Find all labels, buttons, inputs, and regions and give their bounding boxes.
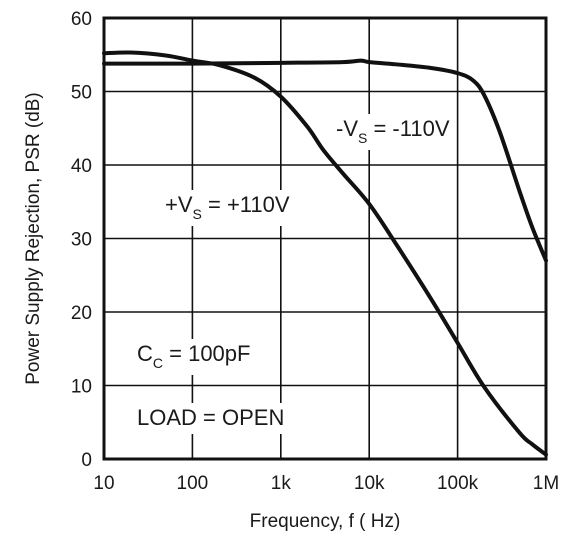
y-tick-label: 0 bbox=[81, 450, 92, 471]
x-tick-label: 100k bbox=[437, 473, 479, 494]
x-tick-label: 1k bbox=[271, 473, 292, 494]
x-axis-title: Frequency, f ( Hz) bbox=[250, 511, 401, 532]
annotation-cc: CC = 100pF bbox=[137, 341, 250, 371]
x-tick-labels: 10 100 1k 10k 100k 1M bbox=[93, 473, 559, 494]
annotation-bg bbox=[131, 339, 257, 375]
x-tick-label: 10k bbox=[354, 473, 385, 494]
y-tick-label: 30 bbox=[71, 230, 92, 251]
x-tick-label: 100 bbox=[177, 473, 209, 494]
y-tick-label: 10 bbox=[71, 377, 92, 398]
annotation-layer: -VS = -110V +VS = +110V CC = 100pF LOAD = O… bbox=[131, 114, 456, 434]
y-tick-label: 40 bbox=[71, 156, 92, 177]
annotation-neg: -VS = -110V bbox=[336, 116, 450, 146]
y-tick-label: 50 bbox=[71, 83, 92, 104]
annotation-bg bbox=[131, 403, 291, 434]
annotation-bg bbox=[159, 190, 296, 226]
y-tick-label: 60 bbox=[71, 9, 92, 30]
x-tick-label: 1M bbox=[533, 473, 559, 494]
y-axis-title: Power Supply Rejection, PSR (dB) bbox=[23, 92, 44, 385]
series-layer bbox=[102, 50, 548, 457]
plot-frame bbox=[102, 16, 548, 461]
series-line-pos-vs bbox=[102, 50, 548, 457]
y-tick-label: 20 bbox=[71, 303, 92, 324]
annotation-load: LOAD = OPEN bbox=[137, 405, 284, 430]
x-tick-label: 10 bbox=[93, 473, 114, 494]
y-tick-labels: 0 10 20 30 40 50 60 bbox=[71, 9, 92, 471]
annotation-pos: +VS = +110V bbox=[165, 192, 290, 222]
annotation-bg bbox=[330, 114, 456, 150]
series-line-neg-vs bbox=[102, 58, 548, 263]
grid-layer bbox=[104, 18, 546, 459]
